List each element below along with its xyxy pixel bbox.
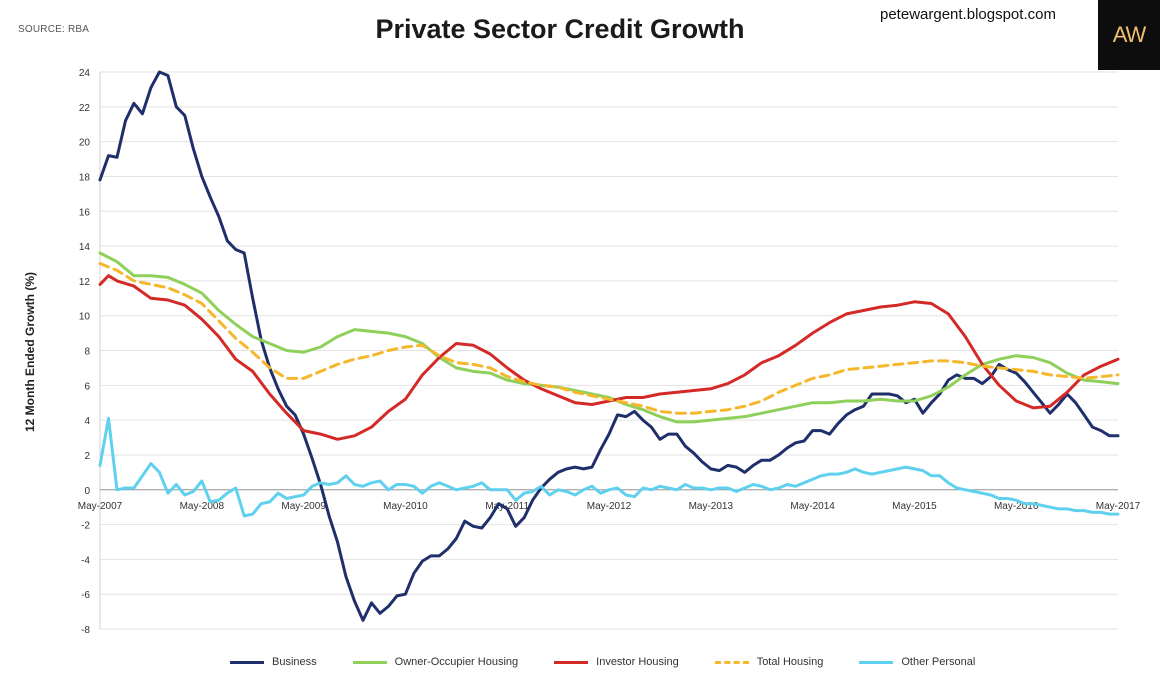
y-tick-label: 18 bbox=[79, 172, 91, 183]
y-tick-label: -6 bbox=[81, 590, 90, 601]
y-tick-label: 22 bbox=[79, 103, 91, 114]
x-tick-label: May-2010 bbox=[383, 501, 428, 512]
legend-item: Total Housing bbox=[714, 656, 824, 668]
x-tick-label: May-2012 bbox=[587, 501, 632, 512]
y-tick-label: 0 bbox=[84, 486, 90, 497]
source-note: SOURCE: RBA bbox=[18, 24, 90, 35]
y-tick-label: 12 bbox=[79, 277, 91, 288]
x-tick-label: May-2011 bbox=[485, 501, 529, 512]
y-tick-label: -2 bbox=[81, 521, 90, 532]
aw-logo: AW bbox=[1098, 0, 1160, 70]
chart-title: Private Sector Credit Growth bbox=[375, 14, 745, 44]
legend-swatch bbox=[230, 660, 264, 664]
legend-label: Other Personal bbox=[901, 656, 976, 668]
legend-item: Owner-Occupier Housing bbox=[352, 656, 519, 668]
legend-label: Total Housing bbox=[756, 656, 824, 668]
legend-label: Business bbox=[272, 656, 317, 668]
legend-item: Business bbox=[230, 656, 317, 668]
series-line-business bbox=[98, 70, 1120, 622]
x-tick-label: May-2016 bbox=[994, 501, 1039, 512]
y-tick-label: 6 bbox=[84, 381, 90, 392]
legend-swatch bbox=[352, 660, 387, 664]
series-line-other-personal bbox=[98, 416, 1120, 518]
legend-swatch bbox=[859, 660, 894, 664]
chart-legend: Business Owner-Occupier Housing Investor H… bbox=[230, 656, 1011, 668]
legend-label: Investor Housing bbox=[596, 656, 679, 668]
legend-item: Investor Housing bbox=[554, 656, 679, 668]
x-tick-label: May-2013 bbox=[689, 501, 734, 512]
y-tick-label: 24 bbox=[79, 68, 91, 79]
legend-swatch bbox=[714, 660, 749, 664]
y-tick-label: -8 bbox=[81, 625, 90, 636]
x-tick-label: May-2015 bbox=[892, 501, 937, 512]
y-tick-label: 20 bbox=[79, 138, 91, 149]
series-line-total-housing bbox=[98, 262, 1120, 415]
y-tick-label: 16 bbox=[79, 207, 91, 218]
x-tick-label: May-2014 bbox=[790, 501, 835, 512]
x-tick-label: May-2008 bbox=[180, 501, 225, 512]
x-tick-label: May-2007 bbox=[78, 501, 123, 512]
y-tick-label: 8 bbox=[84, 347, 90, 358]
legend-item: Other Personal bbox=[859, 656, 975, 668]
x-tick-label: May-2017 bbox=[1096, 501, 1141, 512]
legend-swatch bbox=[554, 660, 589, 664]
series-line-investor-housing bbox=[98, 274, 1120, 441]
blog-url[interactable]: petewargent.blogspot.com bbox=[880, 6, 1056, 23]
y-tick-label: 14 bbox=[79, 242, 91, 253]
y-tick-label: 4 bbox=[84, 416, 90, 427]
series-line-owner-occupier-housing bbox=[98, 251, 1120, 424]
y-tick-label: 2 bbox=[84, 451, 90, 462]
y-tick-label: -4 bbox=[81, 555, 90, 566]
y-tick-label: 10 bbox=[79, 312, 91, 323]
legend-label: Owner-Occupier Housing bbox=[394, 656, 519, 668]
x-tick-label: May-2009 bbox=[281, 501, 326, 512]
